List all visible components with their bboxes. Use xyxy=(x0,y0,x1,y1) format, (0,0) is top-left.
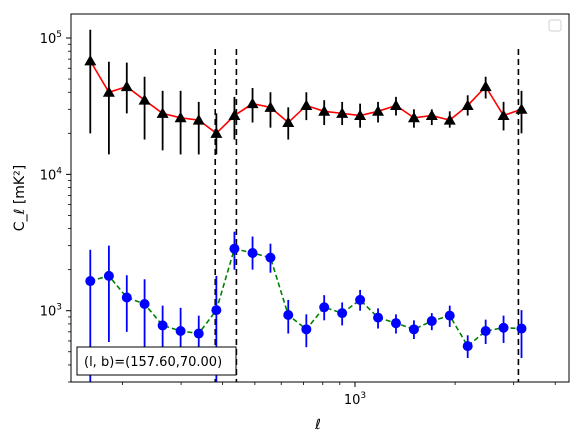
series-0-point-10 xyxy=(264,101,277,112)
series-0-point-3 xyxy=(138,94,151,105)
series-0-point-11 xyxy=(282,116,295,128)
series-1-point-17 xyxy=(390,318,401,329)
annotation-text: (l, b)=(157.60,70.00) xyxy=(84,355,222,370)
series-1-point-12 xyxy=(301,324,312,335)
series-0-point-13 xyxy=(318,105,331,116)
series-0-point-17 xyxy=(389,99,402,110)
series-1-point-0 xyxy=(85,276,96,287)
series-0-point-4 xyxy=(156,107,169,118)
series-0-point-2 xyxy=(120,80,133,92)
series-1-point-1 xyxy=(103,270,114,281)
series-1-point-2 xyxy=(121,292,132,303)
series-0-point-19 xyxy=(425,109,438,121)
annotation-box: (l, b)=(157.60,70.00) xyxy=(76,346,237,376)
y-tick-label-1: 104 xyxy=(40,166,63,183)
series-1-point-19 xyxy=(426,316,437,327)
series-1-point-23 xyxy=(498,322,509,333)
series-0-point-16 xyxy=(372,105,385,116)
series-0-point-15 xyxy=(354,109,367,121)
series-0-point-21 xyxy=(461,99,474,110)
axes-frame xyxy=(70,13,570,383)
series-1-point-14 xyxy=(337,308,348,319)
series-1-point-6 xyxy=(193,328,204,339)
series-1-point-4 xyxy=(157,320,168,331)
series-0 xyxy=(84,29,528,155)
series-1-point-7 xyxy=(211,305,222,316)
series-1-point-5 xyxy=(175,325,186,336)
series-0-point-23 xyxy=(497,109,510,121)
series-1-point-18 xyxy=(408,324,419,335)
series-1-point-21 xyxy=(462,341,473,352)
y-tick-label-2: 105 xyxy=(40,30,62,47)
series-1-point-20 xyxy=(444,310,455,321)
series-1-point-3 xyxy=(139,298,150,309)
legend-box xyxy=(548,19,562,32)
y-tick-label-0: 103 xyxy=(40,303,62,320)
series-1-point-13 xyxy=(319,302,330,313)
series-0-point-12 xyxy=(300,99,313,110)
series-1-point-15 xyxy=(355,294,366,305)
series-0-point-5 xyxy=(174,111,187,123)
series-0-point-18 xyxy=(407,111,420,123)
series-1-point-24 xyxy=(516,323,527,334)
series-0-point-22 xyxy=(479,80,492,92)
series-0-point-7 xyxy=(210,127,223,138)
series-1-point-11 xyxy=(283,310,294,321)
series-0-point-0 xyxy=(84,54,97,66)
series-0-point-8 xyxy=(228,109,241,121)
series-1-point-10 xyxy=(265,252,276,263)
series-1-point-8 xyxy=(229,243,240,254)
y-axis-label: C_ℓ [mK²] xyxy=(12,165,28,231)
series-0-point-14 xyxy=(336,107,349,118)
series-1-point-22 xyxy=(480,325,491,336)
series-0-point-6 xyxy=(192,114,205,125)
x-tick-label-0: 103 xyxy=(344,391,366,408)
series-0-point-24 xyxy=(515,103,528,114)
series-0-point-1 xyxy=(102,86,115,97)
axis-ticks: 103 104 105 103 xyxy=(40,30,556,408)
series-0-point-20 xyxy=(443,114,456,125)
series-1-point-9 xyxy=(247,247,258,258)
x-axis-label: ℓ xyxy=(314,417,321,433)
series-0-point-9 xyxy=(246,97,259,109)
series-1-point-16 xyxy=(373,312,384,323)
